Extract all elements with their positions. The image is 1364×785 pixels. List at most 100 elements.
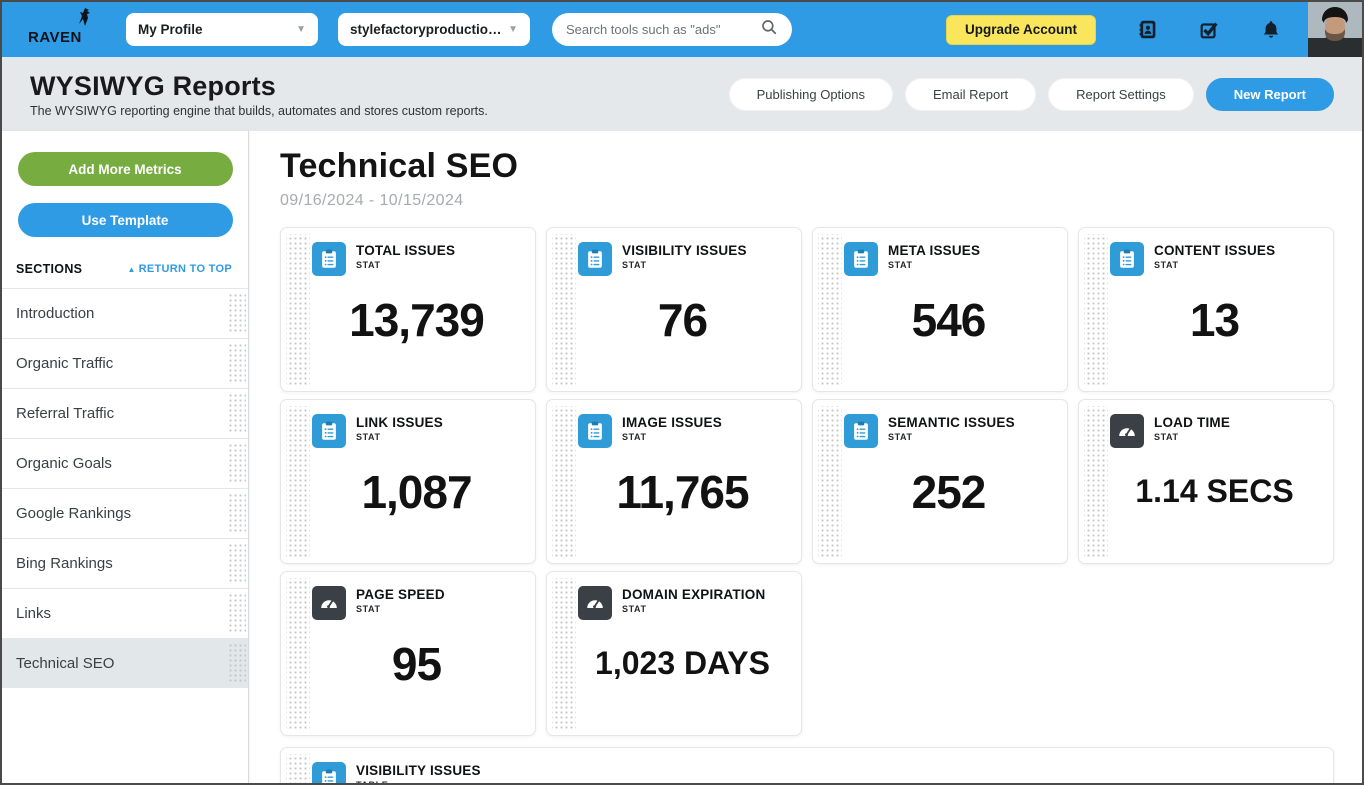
card-title: PAGE SPEED [356,587,445,602]
page-subtitle: The WYSIWYG reporting engine that builds… [30,103,488,118]
card-type: STAT [1154,260,1179,270]
drag-handle[interactable] [552,578,576,729]
sidebar-item-technical-seo[interactable]: Technical SEO [2,638,248,688]
clipboard-icon [312,242,346,276]
card-title: SEMANTIC ISSUES [888,415,1015,430]
drag-handle[interactable] [228,543,246,584]
profile-dropdown[interactable]: My Profile ▼ [126,13,318,46]
page-header-text: WYSIWYG Reports The WYSIWYG reporting en… [30,71,488,118]
gauge-icon [578,586,612,620]
use-template-button[interactable]: Use Template [17,203,233,237]
card-value: 76 [657,293,708,346]
raven-logo[interactable]: RAVEN [28,7,92,50]
card-title: IMAGE ISSUES [622,415,722,430]
drag-handle[interactable] [818,406,842,557]
clipboard-icon [1110,242,1144,276]
user-avatar[interactable] [1308,2,1362,57]
drag-handle[interactable] [552,406,576,557]
up-arrow-icon: ▲ [127,265,136,274]
sidebar-item-organic-goals[interactable]: Organic Goals [2,438,248,488]
card-value: 546 [911,293,987,346]
publishing-options-button[interactable]: Publishing Options [728,77,894,111]
sidebar-item-referral-traffic[interactable]: Referral Traffic [2,388,248,438]
card-type: STAT [356,432,381,442]
contacts-icon[interactable] [1136,19,1158,41]
drag-handle[interactable] [228,593,246,634]
sidebar-item-label: Bing Rankings [16,555,113,572]
stat-card: META ISSUES STAT 546 [812,227,1068,392]
drag-handle[interactable] [1084,234,1108,385]
sidebar-item-links[interactable]: Links [2,588,248,638]
report-date-range: 09/16/2024 - 10/15/2024 [280,192,464,209]
report-content: Technical SEO 09/16/2024 - 10/15/2024 TO… [249,131,1362,783]
sidebar-item-bing-rankings[interactable]: Bing Rankings [2,538,248,588]
page-header: WYSIWYG Reports The WYSIWYG reporting en… [2,57,1362,131]
drag-handle[interactable] [228,293,246,334]
table-card-visibility-issues: VISIBILITY ISSUES TABLE [280,747,1334,783]
upgrade-account-button[interactable]: Upgrade Account [945,14,1096,45]
chevron-down-icon: ▼ [296,24,306,35]
new-report-button[interactable]: New Report [1205,77,1334,111]
sections-list: Introduction Organic Traffic Referral Traf… [2,288,248,688]
raven-bird-icon [76,7,92,31]
drag-handle[interactable] [286,754,310,783]
sidebar: Add More Metrics Use Template SECTIONS ▲… [2,131,249,783]
tasks-check-icon[interactable] [1198,19,1220,41]
drag-handle[interactable] [1084,406,1108,557]
chevron-down-icon: ▼ [508,24,518,35]
profile-dropdown-value: My Profile [138,22,203,37]
email-report-button[interactable]: Email Report [905,77,1037,111]
card-title: LOAD TIME [1154,415,1231,430]
report-settings-button[interactable]: Report Settings [1048,77,1194,111]
card-value: 95 [391,637,442,690]
stat-card: TOTAL ISSUES STAT 13,739 [280,227,536,392]
card-title: CONTENT ISSUES [1154,243,1276,258]
search-input[interactable] [566,22,760,37]
drag-handle[interactable] [228,393,246,434]
drag-handle[interactable] [228,443,246,484]
add-more-metrics-button[interactable]: Add More Metrics [17,152,233,186]
stat-card: CONTENT ISSUES STAT 13 [1078,227,1334,392]
card-title: META ISSUES [888,243,981,258]
card-value: 1.14 SECS [1135,473,1294,509]
drag-handle[interactable] [818,234,842,385]
stat-card: LINK ISSUES STAT 1,087 [280,399,536,564]
drag-handle[interactable] [552,234,576,385]
drag-handle[interactable] [228,343,246,384]
return-to-top-link[interactable]: ▲ RETURN TO TOP [127,263,232,275]
sidebar-item-label: Links [16,605,52,622]
card-type: STAT [622,604,647,614]
sidebar-item-label: Organic Traffic [16,355,114,372]
page-body: Add More Metrics Use Template SECTIONS ▲… [2,131,1362,783]
page-header-buttons: Publishing Options Email Report Report S… [728,77,1334,111]
logo-text: RAVEN [28,28,82,46]
notifications-bell-icon[interactable] [1260,19,1282,41]
sidebar-item-introduction[interactable]: Introduction [2,288,248,338]
gauge-icon [1110,414,1144,448]
search-icon[interactable] [760,18,778,41]
drag-handle[interactable] [286,578,310,729]
drag-handle[interactable] [286,234,310,385]
search-box[interactable] [552,13,792,46]
card-type: STAT [622,432,647,442]
sidebar-item-label: Referral Traffic [16,405,115,422]
sections-header: SECTIONS ▲ RETURN TO TOP [2,254,248,288]
card-type: STAT [888,260,913,270]
card-title: VISIBILITY ISSUES [622,243,747,258]
drag-handle[interactable] [228,643,246,683]
clipboard-icon [578,414,612,448]
cards-grid: TOTAL ISSUES STAT 13,739 VISIBILITY ISSU… [280,227,1334,736]
sidebar-item-organic-traffic[interactable]: Organic Traffic [2,338,248,388]
drag-handle[interactable] [228,493,246,534]
clipboard-icon [844,242,878,276]
stat-card: PAGE SPEED STAT 95 [280,571,536,736]
card-title: LINK ISSUES [356,415,443,430]
site-dropdown-value: stylefactoryproduction... [350,22,503,37]
report-title: Technical SEO [280,147,519,185]
stat-card: DOMAIN EXPIRATION STAT 1,023 DAYS [546,571,802,736]
sidebar-item-google-rankings[interactable]: Google Rankings [2,488,248,538]
sidebar-item-label: Technical SEO [16,654,115,672]
drag-handle[interactable] [286,406,310,557]
site-dropdown[interactable]: stylefactoryproduction... ▼ [338,13,530,46]
sidebar-item-label: Google Rankings [16,505,132,522]
